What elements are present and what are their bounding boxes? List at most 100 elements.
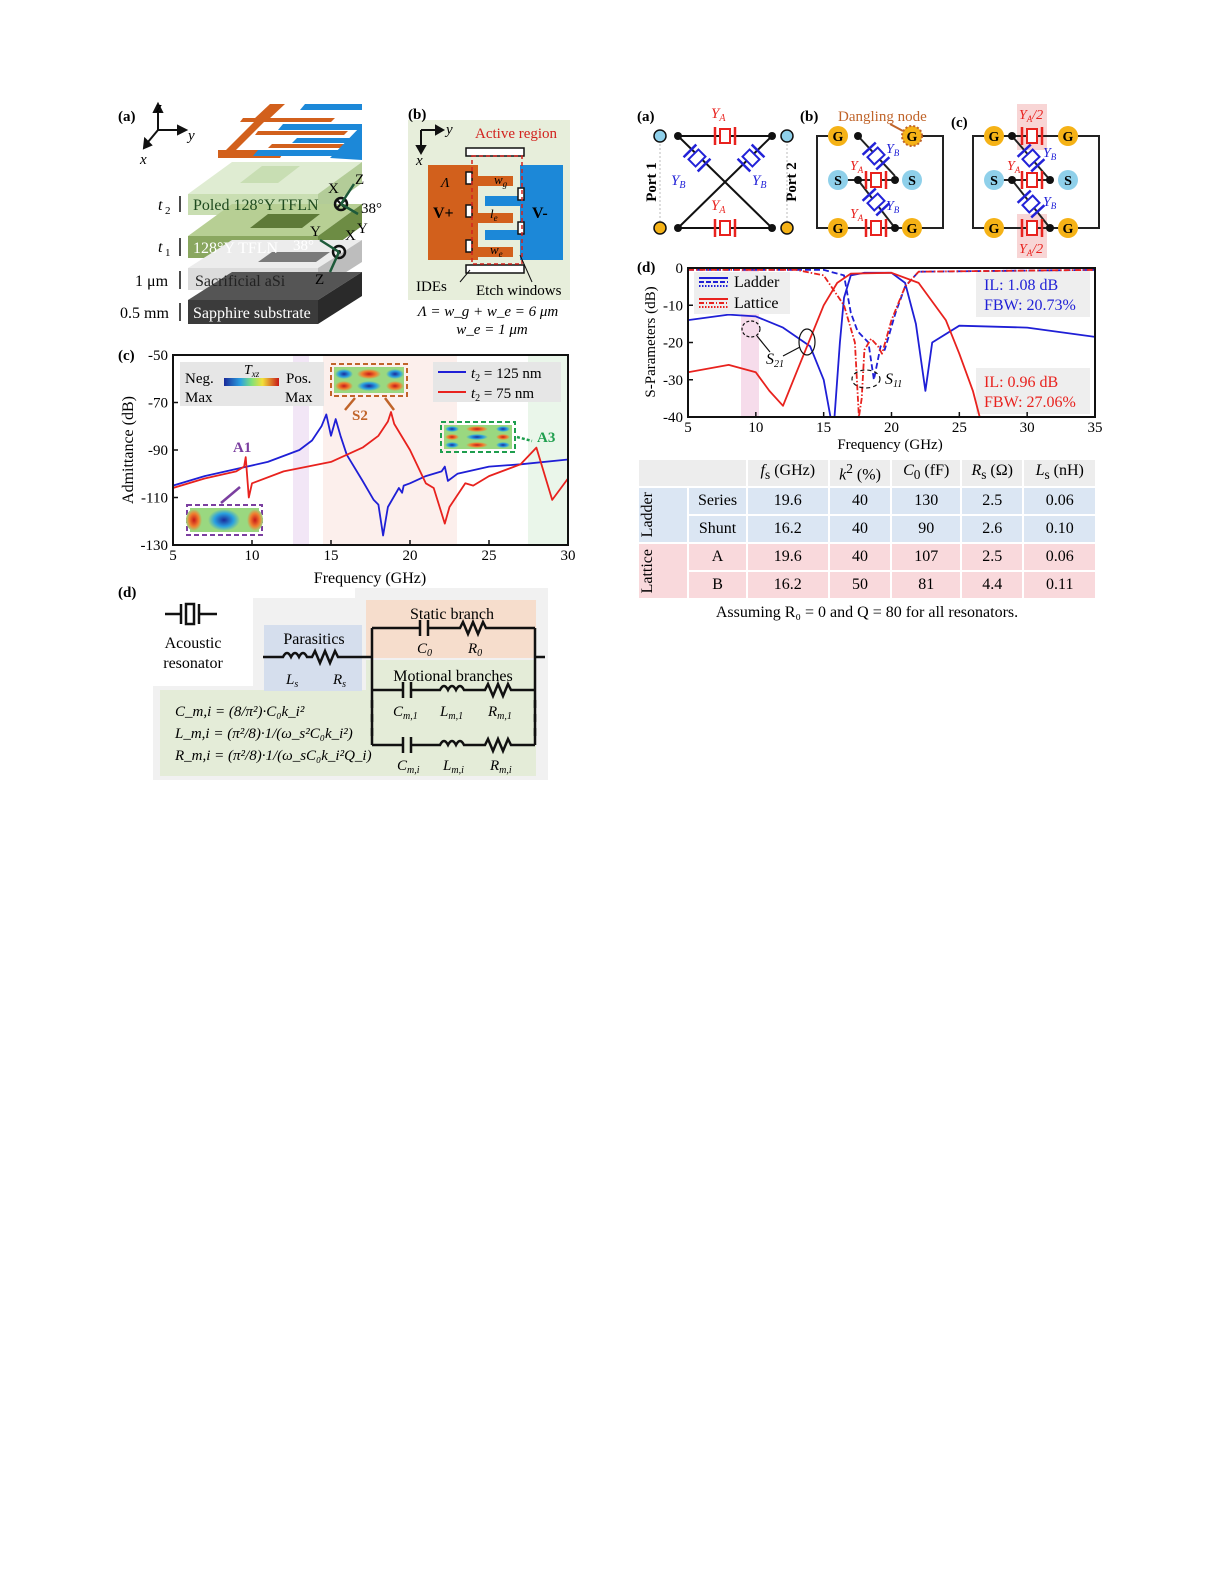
motional-branches-label: Motional branches xyxy=(393,668,513,685)
pointer-line xyxy=(519,254,533,283)
chart-lines xyxy=(173,411,568,537)
panel-left-d: (d) Acoustic resonator Parasitics Static… xyxy=(118,585,548,780)
equation-cm: C_m,i = (8/π²)·C₀k_i² xyxy=(175,704,305,720)
ide-fingers xyxy=(478,176,520,257)
v-plus-label: V+ xyxy=(433,205,454,222)
layer-sapphire xyxy=(188,272,362,324)
svg-text:YA: YA xyxy=(850,207,864,223)
svg-text:R0: R0 xyxy=(467,641,482,659)
table-header: k2 (%) xyxy=(829,460,891,486)
svg-text:Rm,1: Rm,1 xyxy=(487,704,512,722)
svg-text:C0: C0 xyxy=(417,641,432,659)
svg-text:G: G xyxy=(907,222,918,237)
resonator-yb-icon xyxy=(682,143,712,173)
crystal-angle-label: 38° xyxy=(293,238,314,254)
x-tick-label: 20 xyxy=(403,548,418,564)
axis-ticks: 5 10 15 20 25 30 35 0 -10 -20 -30 -40 xyxy=(663,261,1103,436)
table-header: C0 (fF) xyxy=(892,460,960,486)
table-cell: 19.6 xyxy=(748,544,828,570)
y-tick-label: -90 xyxy=(148,443,168,459)
layer-labels: t 2 Poled 128°Y TFLN t 1 128°Y TFLN 1 μm… xyxy=(120,197,319,322)
panel-right-b: (b) Dangling node G G G G S S YB YB YA YA xyxy=(800,109,944,239)
plot-frame xyxy=(687,267,1096,418)
y-tick-label: -110 xyxy=(141,491,168,507)
table-caption: Assuming R₀ = 0 and Q = 80 for all reson… xyxy=(715,604,1019,621)
lattice-il: IL: 0.96 dB xyxy=(984,374,1058,391)
port1-label: Port 1 xyxy=(644,162,660,202)
le-label: le xyxy=(490,206,498,223)
x-tick-label: 35 xyxy=(1088,420,1103,436)
svg-text:G: G xyxy=(989,130,1000,145)
panel-label: (c) xyxy=(118,348,135,364)
panel-label: (b) xyxy=(800,109,818,125)
y-axis-label: Admittance (dB) xyxy=(120,396,137,504)
plot-frame xyxy=(172,354,569,546)
chart-legend: Ladder Lattice xyxy=(694,272,790,314)
thickness-label: 0.5 mm xyxy=(120,305,169,322)
port2-label: Port 2 xyxy=(784,162,800,202)
circuit-wires xyxy=(263,618,545,755)
table-row: Shunt 16.2 40 90 2.6 0.10 xyxy=(639,516,1095,542)
table-cell: 130 xyxy=(892,488,960,514)
y-tick-label: -20 xyxy=(663,336,683,352)
resonator-label: resonator xyxy=(163,655,223,672)
svg-text:Rm,i: Rm,i xyxy=(489,758,512,776)
thickness-label: t xyxy=(158,239,163,256)
wg-label: wg xyxy=(494,172,508,189)
axis-ticks: 5 10 15 20 25 30 -50 -70 -90 -110 -130 xyxy=(141,348,576,564)
axis-x-label: x xyxy=(139,152,147,168)
colorbar-gradient xyxy=(224,378,279,386)
ladder-fbw: FBW: 20.73% xyxy=(984,297,1076,314)
we-equation: w_e = 1 μm xyxy=(456,322,528,338)
panel-label: (c) xyxy=(951,115,968,131)
svg-text:YB: YB xyxy=(1043,195,1057,211)
admittance-labels: YB YB YA YA xyxy=(850,142,900,223)
svg-text:YB: YB xyxy=(886,142,900,158)
panel-left-a: (a) z y x xyxy=(118,100,382,324)
y-tick-label: -50 xyxy=(148,348,168,364)
x-tick-label: 15 xyxy=(324,548,339,564)
svg-text:S: S xyxy=(834,174,842,189)
table-cell: 90 xyxy=(892,516,960,542)
lambda-equation: Λ = w_g + w_e = 6 μm xyxy=(416,304,559,320)
dangling-node-label: Dangling node xyxy=(838,109,927,125)
table-cell: 16.2 xyxy=(748,572,828,598)
svg-text:S: S xyxy=(990,174,998,189)
component-labels: Ls Rs C0 R0 Cm,1 Lm,1 Rm,1 Cm,i Lm,i Rm,… xyxy=(285,641,512,776)
row-name: Series xyxy=(689,488,747,514)
y-tick-label: -130 xyxy=(141,538,169,554)
x-tick-label: 25 xyxy=(952,420,967,436)
series-line-1 xyxy=(688,269,1095,381)
table-cell: 2.6 xyxy=(961,516,1023,542)
colorbar-pos: Pos. xyxy=(286,371,311,387)
x-tick-label: 10 xyxy=(748,420,763,436)
panel-label: (a) xyxy=(637,109,655,125)
static-branch-label: Static branch xyxy=(410,606,494,623)
ide-electrodes xyxy=(218,104,362,160)
mode-a1-label: A1 xyxy=(233,440,251,456)
svg-text:Ls: Ls xyxy=(285,672,298,690)
series-line-0 xyxy=(173,413,568,537)
svg-text:Cm,i: Cm,i xyxy=(397,758,420,776)
table-cell: 0.06 xyxy=(1024,488,1095,514)
table-cell: 19.6 xyxy=(748,488,828,514)
table-cell: 16.2 xyxy=(748,516,828,542)
crystal-z-label: Z xyxy=(315,272,324,288)
x-tick-label: 25 xyxy=(482,548,497,564)
svg-text:YB: YB xyxy=(752,173,766,191)
table-cell: 4.4 xyxy=(961,572,1023,598)
table-header: Rs (Ω) xyxy=(961,460,1023,486)
acoustic-resonator-icon xyxy=(165,602,217,626)
x-tick-label: 20 xyxy=(884,420,899,436)
mode-inset-s2: S2 xyxy=(330,363,408,424)
mode-inset-a1: A1 xyxy=(186,440,263,536)
svg-text:YA: YA xyxy=(711,198,726,216)
table-cell: 40 xyxy=(829,516,891,542)
chart-admittance: (c) 5 10 15 20 25 30 -50 -70 -90 -110 -130 Admitta… xyxy=(118,348,576,587)
svg-text:G: G xyxy=(1063,130,1074,145)
ladder-il: IL: 1.08 dB xyxy=(984,277,1058,294)
svg-text:Cm,1: Cm,1 xyxy=(393,704,418,722)
axis-y-label: y xyxy=(444,122,453,138)
